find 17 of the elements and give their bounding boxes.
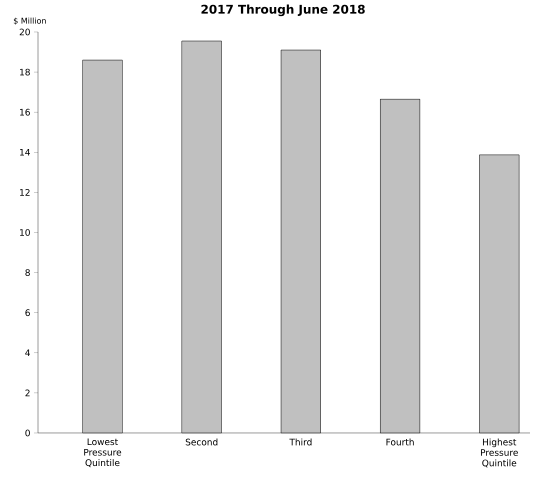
x-tick-label: Third: [289, 438, 312, 446]
y-tick-label: 4: [25, 350, 30, 356]
x-tick-label: Lowest Pressure Quintile: [84, 438, 122, 468]
y-tick-label: 6: [25, 309, 30, 316]
x-tick-label: Highest Pressure Quintile: [480, 438, 518, 468]
y-tick-label: 14: [20, 149, 30, 156]
y-tick-label: 2: [25, 390, 30, 396]
y-tick-label: 10: [20, 229, 30, 236]
y-tick-label: 18: [20, 68, 30, 76]
y-tick-label: 16: [20, 108, 30, 116]
y-tick-label: 20: [20, 28, 30, 36]
y-tick-label: 12: [20, 189, 30, 196]
x-tick-label: Fourth: [386, 438, 414, 446]
x-tick-label: Second: [186, 438, 218, 446]
y-tick-label: 0: [25, 430, 30, 436]
chart-title: 2017 Through June 2018: [201, 4, 365, 16]
y-tick-label: 8: [25, 269, 30, 276]
